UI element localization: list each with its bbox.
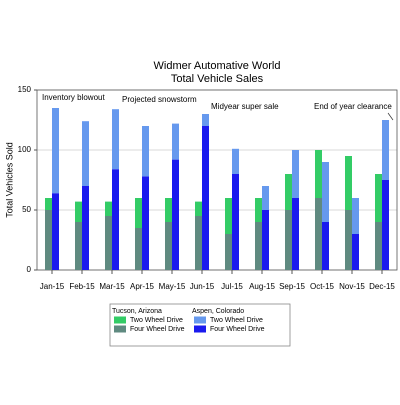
x-tick-label: Apr-15: [130, 282, 155, 291]
x-tick-label: Mar-15: [99, 282, 125, 291]
bar-segment: [322, 162, 329, 222]
bar-segment: [232, 148, 239, 174]
x-tick-label: Sep-15: [279, 282, 305, 291]
bar-segment: [375, 222, 382, 270]
bar-segment: [255, 222, 262, 270]
bar-segment: [165, 222, 172, 270]
bar-segment: [285, 174, 292, 210]
bar-segment: [82, 186, 89, 270]
bar-segment: [112, 169, 119, 270]
legend-label: Two Wheel Drive: [210, 317, 263, 324]
x-tick-label: Feb-15: [69, 282, 95, 291]
legend-swatch: [114, 325, 126, 333]
bar-segment: [225, 198, 232, 234]
bar-segment: [262, 186, 269, 210]
x-tick-label: Jul-15: [221, 282, 243, 291]
bar-segment: [52, 193, 59, 270]
bar-segment: [172, 123, 179, 160]
bar-segment: [195, 201, 202, 216]
bar-segment: [262, 210, 269, 270]
bar-segment: [382, 120, 389, 180]
y-axis-label: Total Vehicles Sold: [4, 142, 14, 218]
bar-segment: [135, 228, 142, 270]
bar-segment: [315, 150, 322, 198]
legend-swatch: [194, 325, 206, 333]
x-tick-label: Nov-15: [339, 282, 365, 291]
bar-segment: [135, 198, 142, 228]
bar-segment: [52, 108, 59, 194]
bar-segment: [142, 176, 149, 270]
bar-segment: [195, 216, 202, 270]
bar-segment: [225, 234, 232, 270]
bar-segment: [45, 210, 52, 270]
bar-segment: [375, 174, 382, 222]
bar-segment: [105, 201, 112, 216]
bar-segment: [75, 201, 82, 222]
legend-group-title: Aspen, Colorado: [192, 308, 244, 315]
x-tick-label: Dec-15: [369, 282, 395, 291]
legend-label: Two Wheel Drive: [130, 317, 183, 324]
x-tick-label: Jun-15: [190, 282, 215, 291]
bar-segment: [202, 126, 209, 270]
legend-swatch: [194, 316, 206, 324]
plot-frame: [36, 89, 398, 271]
annotation-pointer: [387, 112, 394, 121]
bar-segment: [112, 109, 119, 170]
x-tick-label: Jan-15: [40, 282, 65, 291]
bar-segment: [292, 150, 299, 198]
annotation: Inventory blowout: [42, 93, 105, 102]
bar-segment: [202, 114, 209, 126]
legend-label: Four Wheel Drive: [130, 326, 185, 333]
bar-segment: [315, 198, 322, 270]
bar-segment: [345, 156, 352, 210]
bar-segment: [352, 234, 359, 270]
legend-swatch: [114, 316, 126, 324]
bar-segment: [165, 198, 172, 222]
x-tick-label: Oct-15: [310, 282, 335, 291]
bar-segment: [322, 222, 329, 270]
legend-label: Four Wheel Drive: [210, 326, 265, 333]
bar-segment: [255, 198, 262, 222]
y-tick-label: 100: [18, 145, 32, 154]
bar-segment: [232, 174, 239, 270]
bar-segment: [172, 159, 179, 270]
bar-segment: [345, 210, 352, 270]
bar-segment: [352, 198, 359, 234]
legend-box: [109, 303, 291, 347]
annotation: Midyear super sale: [211, 102, 279, 111]
bar-segment: [75, 222, 82, 270]
bar-segment: [292, 198, 299, 270]
bar-segment: [82, 121, 89, 186]
legend-group-title: Tucson, Arizona: [112, 308, 162, 315]
chart-title: Widmer Automative World: [154, 60, 281, 72]
chart-subtitle: Total Vehicle Sales: [171, 73, 264, 85]
annotation: Projected snowstorm: [122, 95, 197, 104]
bar-segment: [105, 216, 112, 270]
y-tick-label: 0: [27, 265, 32, 274]
annotation: End of year clearance: [314, 102, 392, 111]
bar-segment: [45, 198, 52, 210]
x-tick-label: May-15: [159, 282, 186, 291]
bar-segment: [382, 180, 389, 270]
bar-segment: [285, 210, 292, 270]
y-tick-label: 50: [22, 205, 31, 214]
y-tick-label: 150: [18, 85, 32, 94]
bar-segment: [142, 126, 149, 177]
x-tick-label: Aug-15: [249, 282, 275, 291]
